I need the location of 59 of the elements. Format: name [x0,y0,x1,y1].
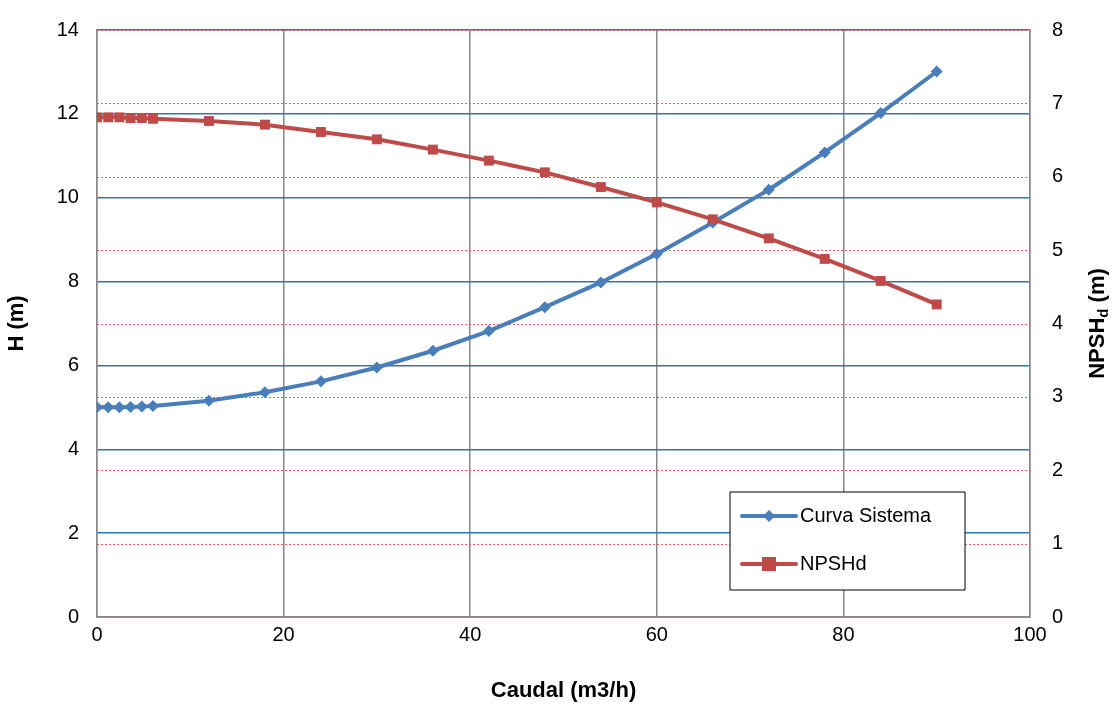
point [125,113,136,123]
y2-tick-label: 2 [1052,457,1064,480]
point [103,112,114,123]
x-tick-label: 80 [832,622,855,645]
point [483,155,494,166]
point [370,361,383,374]
x-tick-label: 100 [1013,622,1047,645]
point [818,146,831,159]
x-axis-title: Caudal (m3/h) [490,676,637,702]
point [315,127,326,137]
y-tick-label: 4 [67,436,79,459]
point [875,275,886,286]
point [426,344,439,357]
legend-label: NPSHd [800,551,867,574]
point [651,197,662,208]
y2-tick-label: 3 [1052,384,1064,407]
point [136,113,147,123]
point [707,214,718,225]
y2-tick-label: 7 [1052,90,1064,113]
y-tick-label: 12 [56,101,79,124]
point [650,247,663,260]
y2-tick-label: 8 [1052,17,1064,40]
point [874,107,887,120]
point [539,167,550,178]
point [148,113,158,124]
point [114,112,125,123]
point [259,119,270,130]
point [930,65,943,78]
point [314,375,327,388]
point [931,299,942,310]
point [595,182,606,192]
legend-label: Curva Sistema [800,503,933,526]
x-tick-label: 40 [459,622,482,645]
point [204,116,214,126]
point [427,144,438,155]
y2-axis-title: NPSHd (m) [1084,268,1112,379]
x-tick-label: 60 [645,622,668,645]
point [594,276,607,289]
x-tick-label: 0 [91,622,103,645]
y2-tick-label: 1 [1052,531,1064,554]
y2-tick-label: 5 [1052,237,1064,260]
x-tick-label: 20 [272,622,295,645]
point [482,325,495,338]
point [371,134,382,145]
point [258,386,271,399]
point [819,253,830,264]
point [762,183,775,196]
y-tick-label: 8 [67,269,79,292]
y-tick-label: 6 [67,352,79,375]
y-tick-label: 10 [56,185,79,208]
y2-tick-label: 4 [1052,311,1064,334]
y2-tick-label: 0 [1052,604,1064,627]
y-tick-label: 0 [67,604,79,627]
point [538,301,551,314]
y-tick-label: 14 [56,17,79,40]
point [763,233,774,244]
y-axis-title: H (m) [3,295,29,352]
y-tick-label: 2 [67,520,79,543]
y2-tick-label: 6 [1052,164,1064,187]
